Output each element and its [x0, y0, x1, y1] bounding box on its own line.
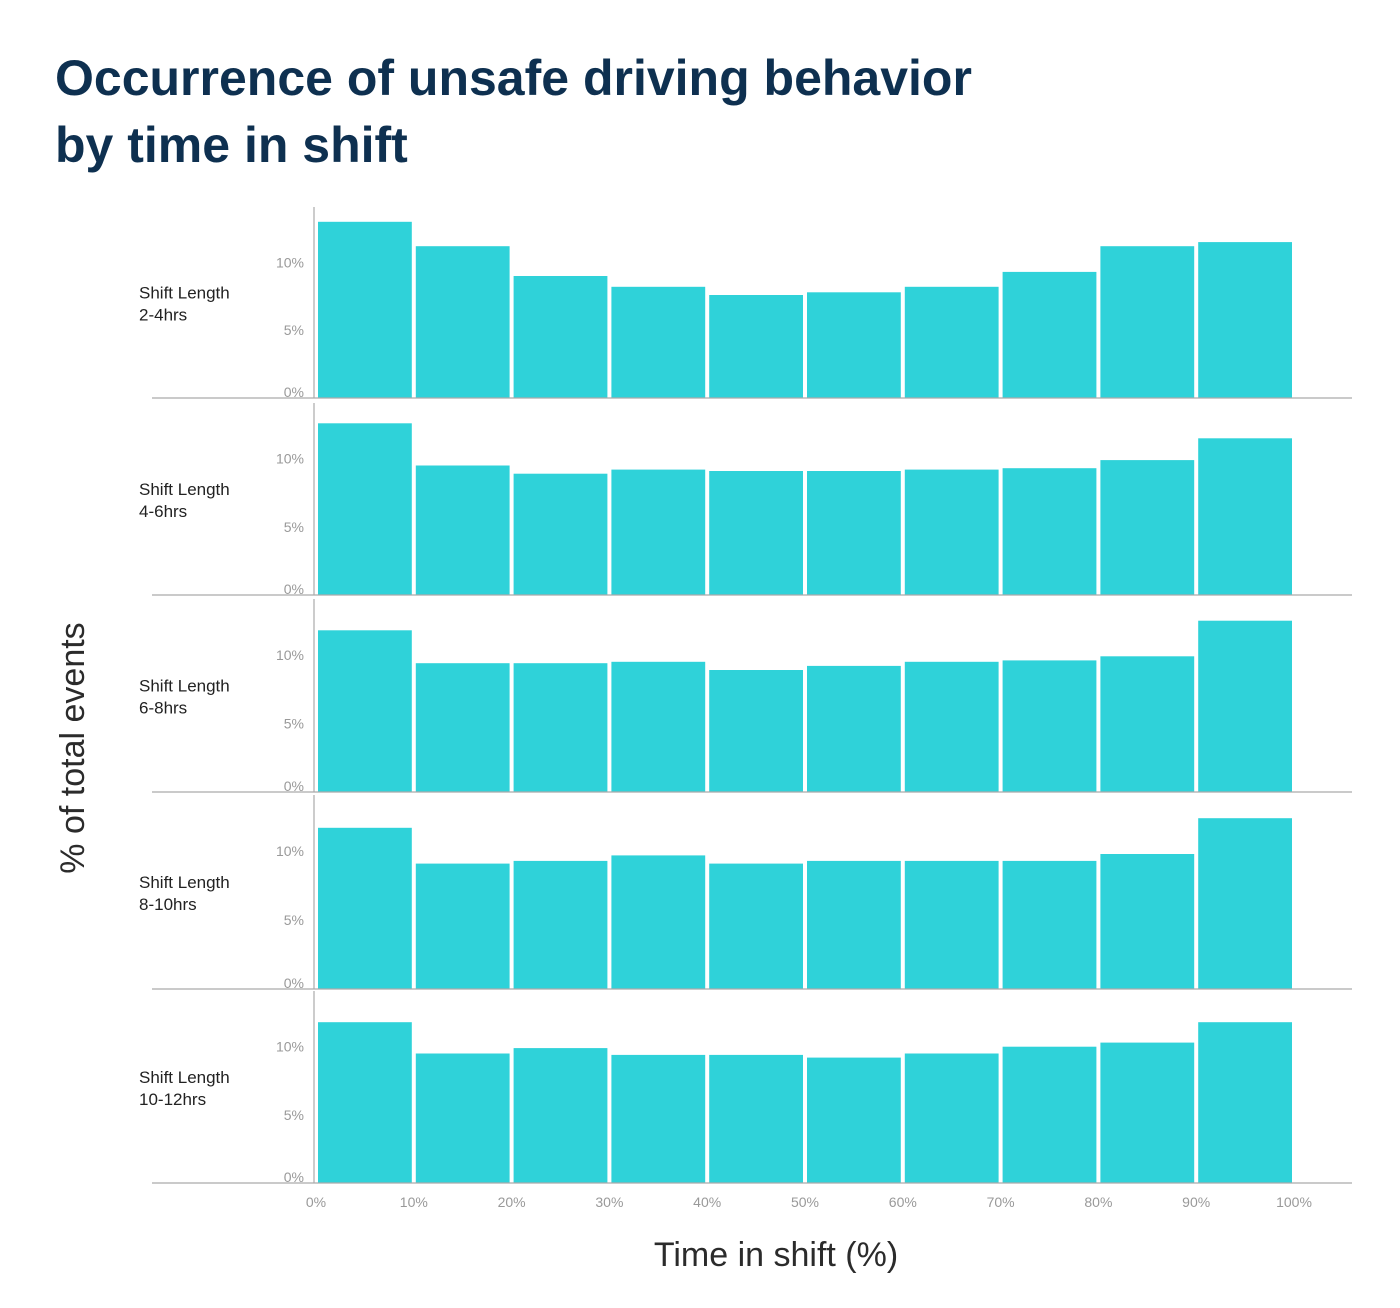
bar	[318, 1022, 412, 1183]
bar	[318, 630, 412, 792]
chart-title-line-1: Occurrence of unsafe driving behavior	[55, 50, 972, 106]
bar	[1198, 1022, 1292, 1183]
panel-4: Shift Length 8-10hrs 0% 5% 10%	[139, 795, 1352, 991]
y-tick-label: 10%	[276, 647, 304, 663]
bar	[513, 473, 608, 595]
panel-3: Shift Length 6-8hrs 0% 5% 10%	[139, 599, 1352, 794]
bar	[318, 423, 412, 595]
bar	[807, 860, 901, 989]
y-tick-label: 0%	[284, 1169, 304, 1185]
bar	[904, 1053, 999, 1183]
bar	[318, 221, 412, 398]
bar	[611, 855, 706, 989]
x-tick-label: 0%	[306, 1194, 326, 1210]
bar	[1100, 246, 1195, 398]
bar	[1100, 656, 1195, 792]
y-tick-label: 0%	[284, 384, 304, 400]
panel-2: Shift Length 4-6hrs 0% 5% 10%	[139, 403, 1352, 597]
bar	[513, 1048, 608, 1183]
chart-title-line-2: by time in shift	[55, 117, 408, 173]
x-tick-label: 100%	[1276, 1194, 1312, 1210]
series-label: Shift Length	[139, 677, 230, 696]
bar	[1198, 438, 1292, 595]
y-tick-label: 10%	[276, 254, 304, 270]
bar	[611, 286, 706, 398]
series-label: Shift Length	[139, 873, 230, 892]
series-label: 10-12hrs	[139, 1090, 206, 1109]
series-label: 2-4hrs	[139, 306, 187, 325]
x-tick-label: 50%	[791, 1194, 819, 1210]
x-tick-label: 10%	[400, 1194, 428, 1210]
y-axis-title: % of total events	[54, 622, 92, 873]
bar	[1100, 1042, 1195, 1183]
y-tick-label: 5%	[284, 322, 304, 338]
bar	[709, 471, 803, 595]
y-tick-label: 5%	[284, 912, 304, 928]
series-label: Shift Length	[139, 1068, 230, 1087]
x-axis: 0% 10% 20% 30% 40% 50% 60% 70% 80% 90% 100%	[306, 1194, 1312, 1210]
y-tick-label: 0%	[284, 778, 304, 794]
bar	[611, 661, 706, 792]
bar	[1002, 271, 1097, 398]
y-tick-label: 0%	[284, 581, 304, 597]
bar	[1198, 620, 1292, 792]
y-tick-label: 5%	[284, 1107, 304, 1123]
bar	[415, 1053, 510, 1183]
bar	[513, 276, 608, 398]
bar	[415, 246, 510, 398]
bar	[709, 670, 803, 792]
bar	[611, 469, 706, 595]
bar	[513, 860, 608, 989]
bar	[807, 471, 901, 595]
x-tick-label: 90%	[1182, 1194, 1210, 1210]
panels: Shift Length 2-4hrs 0% 5% 10% Shift Length 4-6…	[139, 207, 1352, 1185]
x-tick-label: 40%	[693, 1194, 721, 1210]
bar	[513, 663, 608, 792]
bar	[1198, 818, 1292, 989]
y-tick-label: 5%	[284, 715, 304, 731]
y-tick-label: 5%	[284, 519, 304, 535]
bar	[318, 827, 412, 989]
bar	[1002, 468, 1097, 595]
x-tick-label: 60%	[889, 1194, 917, 1210]
bar	[1002, 1046, 1097, 1183]
panel-1: Shift Length 2-4hrs 0% 5% 10%	[139, 207, 1352, 400]
bar	[904, 661, 999, 792]
series-label: Shift Length	[139, 480, 230, 499]
series-label: 6-8hrs	[139, 699, 187, 718]
bar	[415, 465, 510, 595]
y-tick-label: 10%	[276, 1039, 304, 1055]
bar	[415, 863, 510, 989]
x-tick-label: 70%	[987, 1194, 1015, 1210]
bar	[709, 295, 803, 398]
bar	[415, 663, 510, 792]
y-tick-label: 0%	[284, 975, 304, 991]
series-label: 4-6hrs	[139, 502, 187, 521]
bar	[807, 1057, 901, 1183]
bar	[807, 665, 901, 792]
x-tick-label: 20%	[498, 1194, 526, 1210]
y-tick-label: 10%	[276, 843, 304, 859]
bar	[904, 860, 999, 989]
y-tick-label: 10%	[276, 451, 304, 467]
bar	[709, 863, 803, 989]
bar	[1100, 854, 1195, 989]
bar	[1002, 660, 1097, 792]
x-tick-label: 80%	[1084, 1194, 1112, 1210]
bar	[709, 1054, 803, 1183]
bar	[904, 286, 999, 398]
x-tick-label: 30%	[595, 1194, 623, 1210]
bar	[611, 1054, 706, 1183]
series-label: Shift Length	[139, 284, 230, 303]
series-label: 8-10hrs	[139, 895, 197, 914]
bar	[807, 292, 901, 398]
bar	[1198, 242, 1292, 398]
x-axis-title: Time in shift (%)	[654, 1236, 898, 1274]
bar	[904, 469, 999, 595]
bar	[1002, 860, 1097, 989]
bar	[1100, 460, 1195, 595]
panel-5: Shift Length 10-12hrs 0% 5% 10%	[139, 991, 1352, 1185]
